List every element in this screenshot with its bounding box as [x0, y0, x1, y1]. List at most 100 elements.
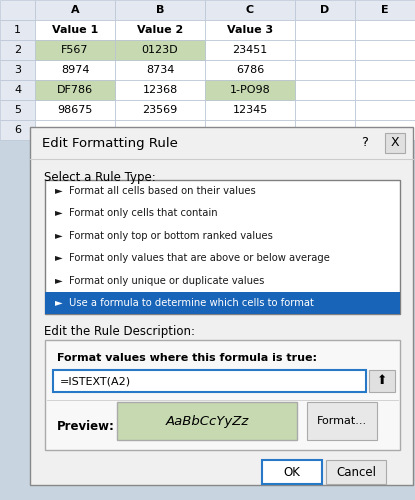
Text: 8974: 8974	[61, 65, 89, 75]
Text: 5: 5	[14, 105, 21, 115]
Text: ►  Use a formula to determine which cells to format: ► Use a formula to determine which cells…	[55, 298, 314, 308]
Text: ?: ?	[361, 136, 369, 149]
Text: D: D	[320, 5, 330, 15]
Bar	[35, 20, 115, 40]
Bar	[35, 100, 115, 120]
Text: AaBbCcYyZz: AaBbCcYyZz	[165, 414, 249, 428]
Bar	[35, 120, 115, 140]
Bar	[115, 20, 205, 40]
Bar	[35, 60, 115, 80]
Text: Value 2: Value 2	[137, 25, 183, 35]
Bar	[205, 80, 295, 100]
Text: ►  Format all cells based on their values: ► Format all cells based on their values	[55, 186, 256, 196]
Bar	[205, 60, 295, 80]
Text: 6786: 6786	[236, 65, 264, 75]
Bar	[45, 180, 400, 314]
Text: Preview:: Preview:	[57, 420, 115, 432]
Text: 2: 2	[14, 45, 21, 55]
Bar	[385, 133, 405, 153]
Bar	[355, 120, 415, 140]
Text: ►  Format only values that are above or below average: ► Format only values that are above or b…	[55, 253, 330, 263]
Text: F567: F567	[61, 45, 89, 55]
Text: Select a Rule Type:: Select a Rule Type:	[44, 170, 156, 183]
Bar	[295, 80, 355, 100]
Text: C: C	[246, 5, 254, 15]
Bar	[0, 60, 35, 80]
Text: Edit the Rule Description:: Edit the Rule Description:	[44, 326, 195, 338]
Text: 23569: 23569	[142, 105, 178, 115]
Bar	[35, 80, 115, 100]
Text: 6: 6	[14, 125, 21, 135]
Bar	[295, 120, 355, 140]
Bar	[355, 80, 415, 100]
Bar	[117, 402, 297, 440]
Text: 12368: 12368	[142, 85, 178, 95]
Bar	[0, 20, 35, 40]
Text: 98675: 98675	[57, 105, 93, 115]
Bar	[35, 80, 115, 100]
Bar	[205, 120, 295, 140]
Bar	[295, 20, 355, 40]
Bar	[115, 60, 205, 80]
Bar	[355, 40, 415, 60]
Bar	[262, 460, 322, 484]
Bar	[0, 40, 35, 60]
Text: A: A	[71, 5, 79, 15]
Bar	[205, 40, 295, 60]
Text: ►  Format only unique or duplicate values: ► Format only unique or duplicate values	[55, 276, 264, 285]
Bar	[35, 40, 115, 60]
Bar	[355, 100, 415, 120]
Text: 23451: 23451	[232, 45, 268, 55]
Bar	[115, 120, 205, 140]
Bar	[355, 60, 415, 80]
Text: B: B	[156, 5, 164, 15]
Bar	[0, 0, 415, 140]
Text: 8734: 8734	[146, 65, 174, 75]
Text: Value 3: Value 3	[227, 25, 273, 35]
Text: Format values where this formula is true:: Format values where this formula is true…	[57, 353, 317, 363]
Text: 12345: 12345	[232, 105, 268, 115]
Bar	[0, 80, 35, 100]
Text: ►  Format only cells that contain: ► Format only cells that contain	[55, 208, 217, 218]
Text: 1-PO98: 1-PO98	[229, 85, 271, 95]
Bar	[307, 402, 377, 440]
Bar	[35, 40, 115, 60]
Bar	[45, 340, 400, 450]
Text: ►  Format only top or bottom ranked values: ► Format only top or bottom ranked value…	[55, 231, 273, 241]
Bar	[205, 0, 295, 20]
Bar	[115, 40, 205, 60]
Bar	[53, 370, 366, 392]
Bar	[30, 127, 413, 485]
Bar	[115, 40, 205, 60]
Bar	[0, 0, 35, 20]
Text: =ISTEXT(A2): =ISTEXT(A2)	[60, 376, 131, 386]
Bar	[0, 120, 35, 140]
Text: DF786: DF786	[57, 85, 93, 95]
Bar	[45, 292, 400, 314]
Bar	[115, 100, 205, 120]
Text: 3: 3	[14, 65, 21, 75]
Text: Format...: Format...	[317, 416, 367, 426]
Text: E: E	[381, 5, 389, 15]
Text: Value 1: Value 1	[52, 25, 98, 35]
Bar	[0, 100, 35, 120]
Text: 1: 1	[14, 25, 21, 35]
Bar	[205, 20, 295, 40]
Text: OK: OK	[283, 466, 300, 478]
Bar	[35, 0, 115, 20]
Text: 0123D: 0123D	[142, 45, 178, 55]
Bar	[115, 0, 205, 20]
Bar	[295, 100, 355, 120]
Bar	[205, 80, 295, 100]
Text: X: X	[391, 136, 399, 149]
Bar	[369, 370, 395, 392]
Bar	[355, 0, 415, 20]
Bar	[205, 100, 295, 120]
Bar	[326, 460, 386, 484]
Bar	[355, 20, 415, 40]
Bar	[295, 0, 355, 20]
Bar	[115, 80, 205, 100]
Bar	[295, 40, 355, 60]
Bar	[295, 60, 355, 80]
Text: 4: 4	[14, 85, 21, 95]
